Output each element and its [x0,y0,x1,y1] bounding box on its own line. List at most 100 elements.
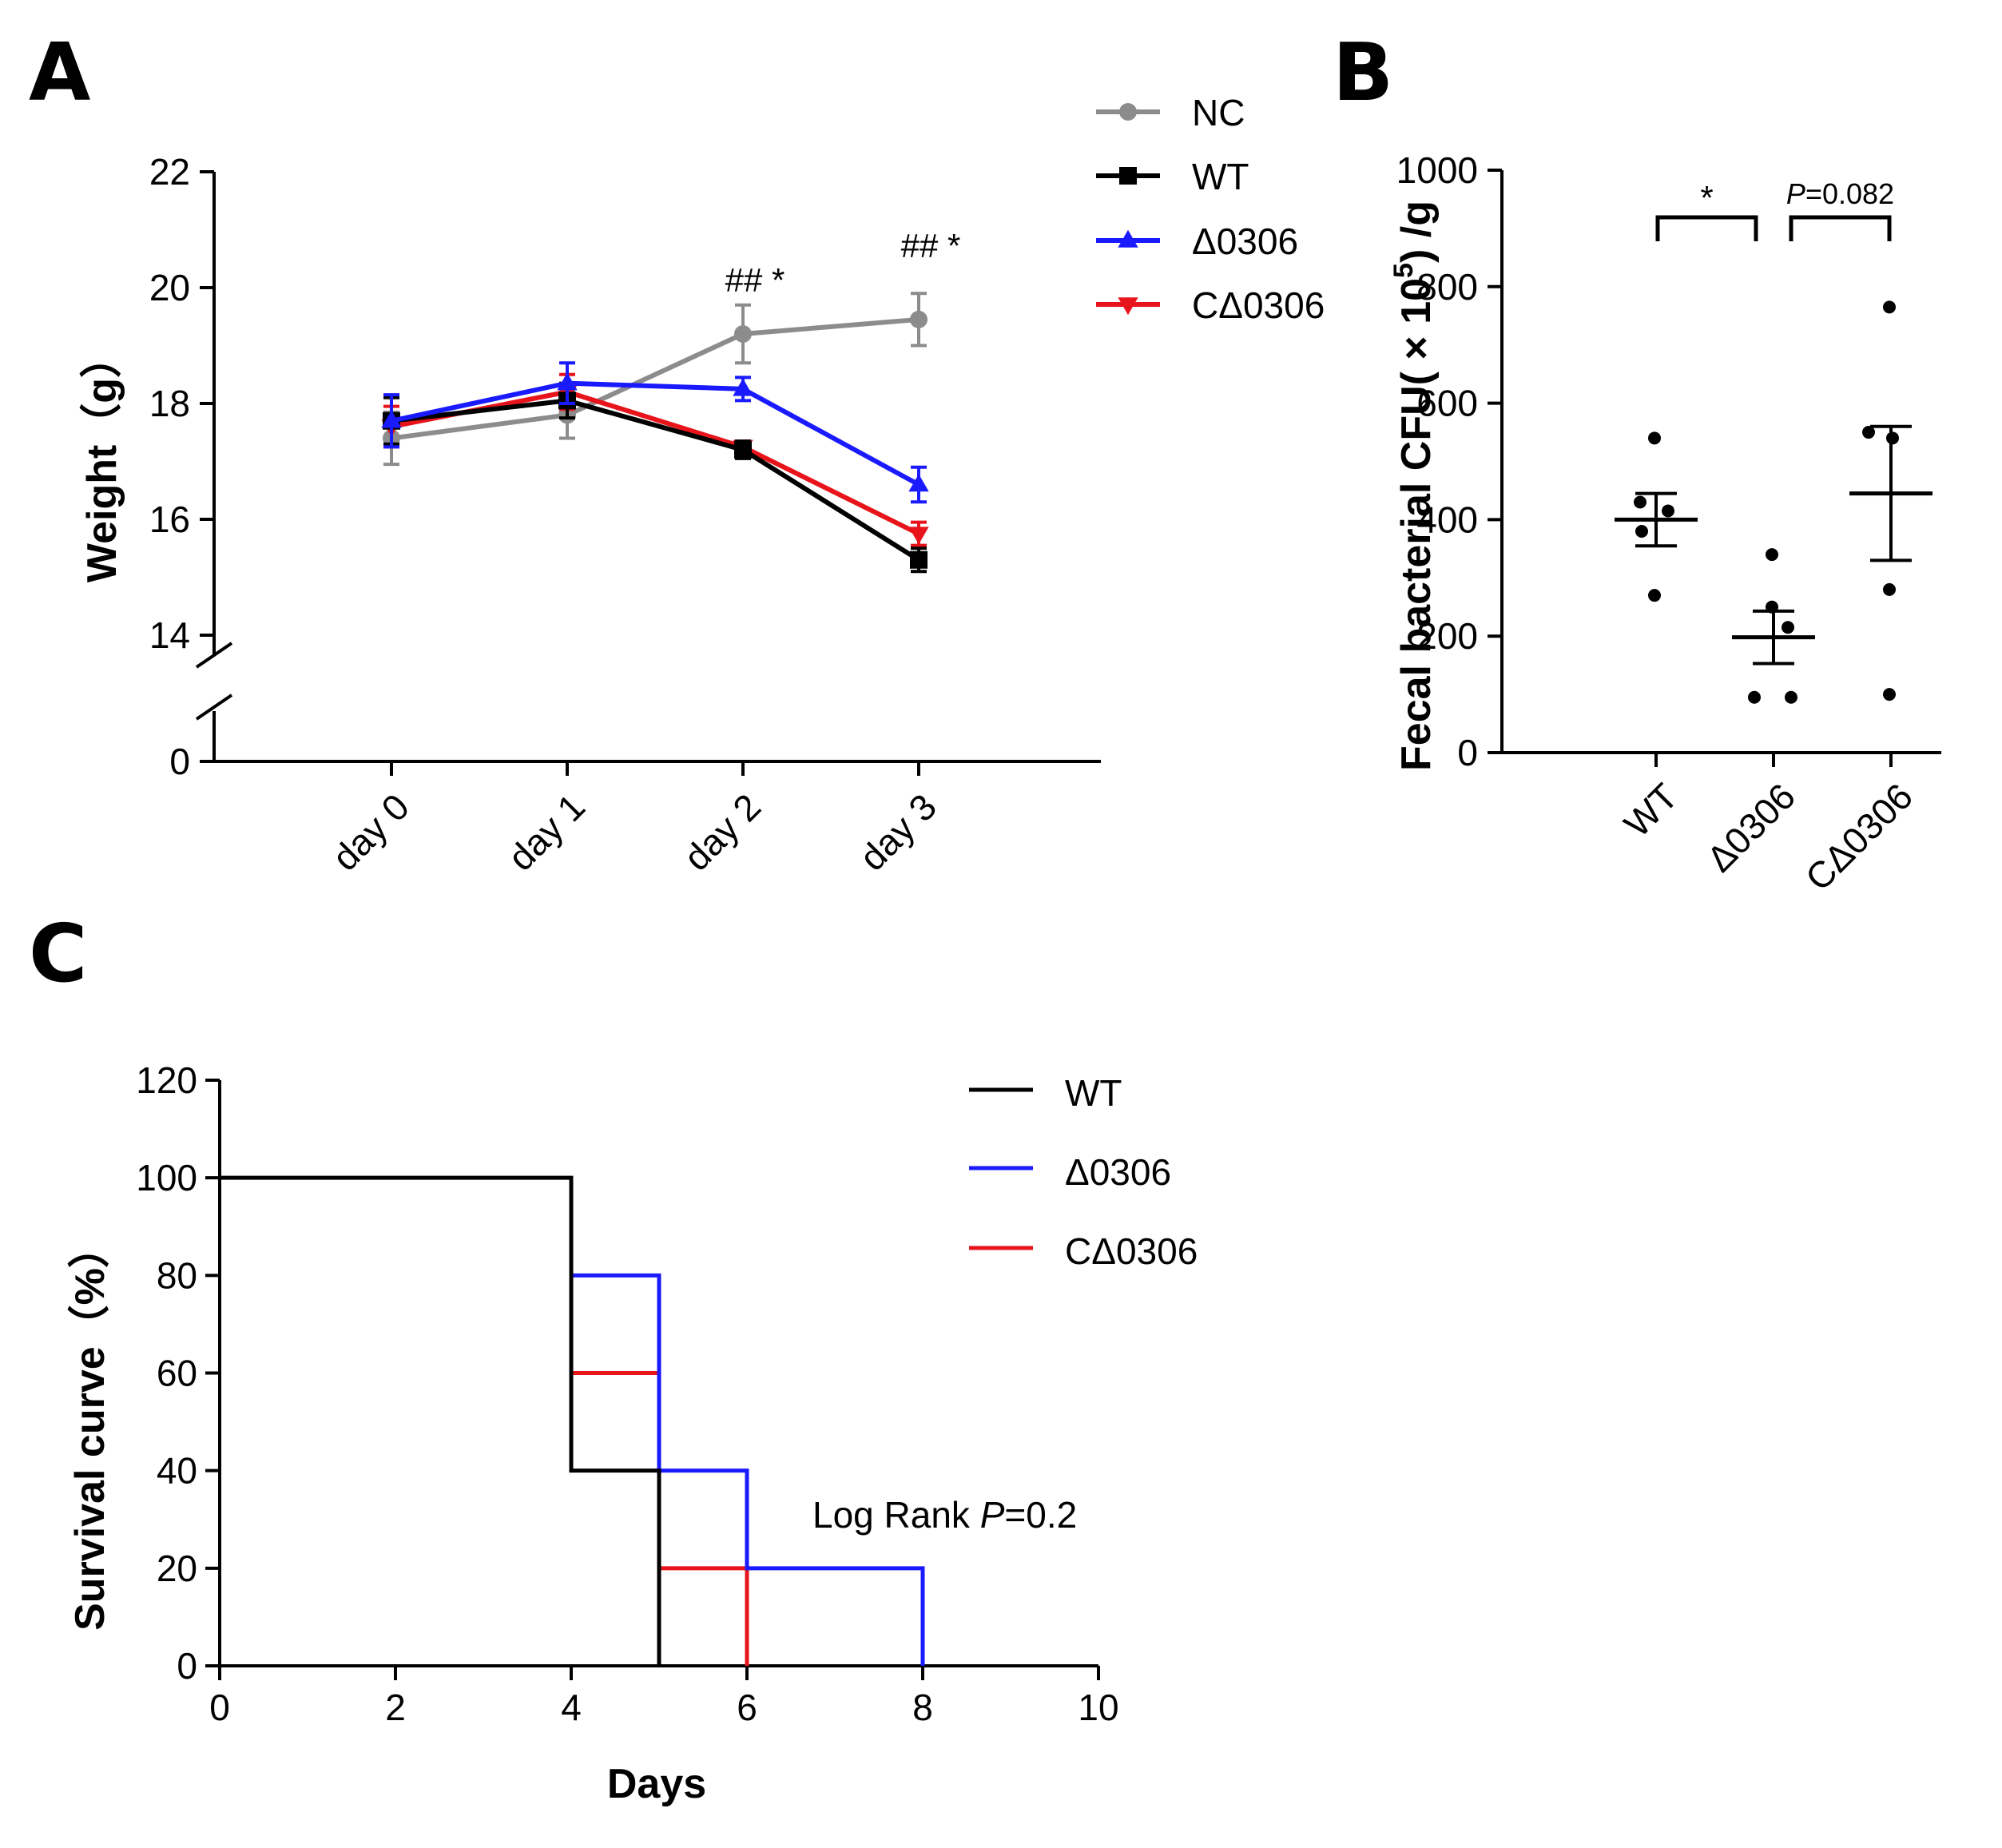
cfu-y-axis-label: Fecal bacterial CFU( × 105) /g [1388,201,1440,771]
cfu-y-label-tail: ) /g [1393,201,1440,263]
comparison-p-value: =0.082 [1805,177,1894,210]
series-line-d0306 [391,380,920,487]
weight-x-tick-label: day 2 [676,785,769,878]
data-point-d0306 [381,410,402,428]
cfu-x-tick-label: WT [1616,775,1686,845]
survival-legend: WT Δ0306 CΔ0306 [969,1072,1198,1272]
comparison-bracket [1655,215,1758,241]
cfu-data-point [1748,690,1761,704]
cfu-data-point [1634,495,1646,509]
legend-label-nc: NC [1192,92,1245,133]
legend-c-label-d0306: Δ0306 [1065,1151,1171,1193]
survival-x-axis-label: Days [607,1761,706,1807]
weight-y-tick-label: 20 [149,267,190,308]
data-point-nc [734,325,752,343]
weight-y-tick-label: 16 [149,499,190,540]
cfu-data-point [1648,431,1661,445]
data-point-d0306 [557,372,578,391]
comparison-p-italic: P [1786,177,1805,210]
log-rank-prefix: Log Rank [812,1494,980,1536]
data-point-d0306 [733,378,753,396]
cfu-x-tick-label: Δ0306 [1698,775,1803,880]
weight-x-tick-label: day 1 [500,785,593,878]
cfu-data-point [1785,690,1797,704]
comparison-d0306-cd0306-label: P=0.082 [1786,177,1894,210]
survival-step-wt [220,1175,661,1666]
legend-label-wt: WT [1192,156,1249,197]
weight-legend: NC WT Δ0306 CΔ0306 [1096,92,1325,326]
cfu-y-tick-label: 600 [1416,383,1478,424]
cfu-y-tick-label: 200 [1416,615,1478,657]
weight-axis-break-top [195,642,233,669]
log-rank-annotation: Log Rank P=0.2 [812,1494,1077,1536]
cfu-y-tick-label: 1000 [1396,149,1478,191]
comparison-wt-d0306-label: * [1700,179,1713,217]
data-point-wt [734,441,752,459]
survival-y-tick-label: 100 [136,1157,197,1198]
legend-marker [1119,103,1137,121]
weight-chart: Weight（g） ## * ## * NC WT Δ0306 CΔ0306 0… [79,92,1325,879]
panel-a-letter: A [29,26,90,119]
weight-axis-break-bottom [195,693,233,721]
cfu-y-tick-label: 800 [1416,266,1478,308]
cfu-y-label-main: Fecal bacterial CFU( × 10 [1393,278,1440,771]
survival-step-d0306 [571,1273,925,1666]
survival-x-tick-label: 6 [737,1687,757,1728]
legend-marker [1118,229,1138,248]
weight-y-tick-label: 22 [149,151,190,193]
data-point-d0306 [908,474,929,492]
day2-significance-label: ## * [725,261,785,299]
series-line-nc [391,316,920,441]
cfu-y-tick-label: 400 [1416,499,1478,540]
weight-y-tick-label: 0 [169,741,190,782]
legend-marker [1118,297,1138,316]
survival-y-tick-label: 0 [177,1645,197,1687]
weight-x-tick-label: day 3 [852,785,944,878]
day3-significance-label: ## * [901,227,961,264]
legend-label-d0306: Δ0306 [1192,221,1298,262]
cfu-y-label-exponent: 5 [1388,263,1419,278]
survival-y-axis-label: Survival curve（%） [67,1226,113,1631]
survival-y-tick-label: 20 [157,1548,197,1589]
weight-y-axis-label: Weight（g） [79,336,125,582]
survival-x-tick-label: 2 [385,1687,406,1728]
cfu-data-point [1883,582,1896,596]
legend-label-cd0306: CΔ0306 [1192,284,1325,326]
cfu-x-tick-label: CΔ0306 [1797,775,1921,898]
legend-marker [1119,167,1137,185]
comparison-bracket [1789,215,1892,241]
series-line-wt [391,398,920,562]
panel-b-letter: B [1333,26,1393,119]
fecal-cfu-chart: Fecal bacterial CFU( × 105) /g * P=0.082… [1388,149,1941,899]
cfu-data-point [1662,504,1674,518]
cfu-data-point [1635,524,1648,538]
survival-x-tick-label: 4 [561,1687,582,1728]
cfu-data-point [1862,426,1875,439]
cfu-data-point [1766,548,1778,562]
cfu-y-tick-label: 0 [1457,732,1478,773]
cfu-data-point [1782,621,1794,634]
log-rank-p: P [980,1494,1005,1536]
data-point-cd0306 [908,527,929,545]
panel-c-letter: C [29,907,87,1000]
cfu-data-point [1648,589,1661,602]
legend-c-label-wt: WT [1065,1072,1122,1114]
survival-x-tick-label: 8 [912,1687,933,1728]
survival-y-tick-label: 40 [157,1450,197,1492]
survival-y-tick-label: 80 [157,1254,197,1296]
cfu-data-point [1883,688,1896,701]
survival-y-tick-label: 120 [136,1059,197,1101]
data-point-nc [910,310,928,328]
weight-y-tick-label: 14 [149,614,190,656]
weight-y-tick-label: 18 [149,383,190,424]
legend-c-label-cd0306: CΔ0306 [1065,1230,1198,1272]
survival-chart: Survival curve（%） Days Log Rank P=0.2 WT… [67,1059,1198,1807]
survival-x-tick-label: 0 [209,1687,230,1728]
survival-x-tick-label: 10 [1078,1687,1118,1728]
data-point-wt [910,550,928,569]
survival-y-tick-label: 60 [157,1353,197,1394]
weight-x-tick-label: day 0 [324,785,417,878]
log-rank-value: =0.2 [1004,1494,1077,1536]
cfu-data-point [1883,300,1896,314]
